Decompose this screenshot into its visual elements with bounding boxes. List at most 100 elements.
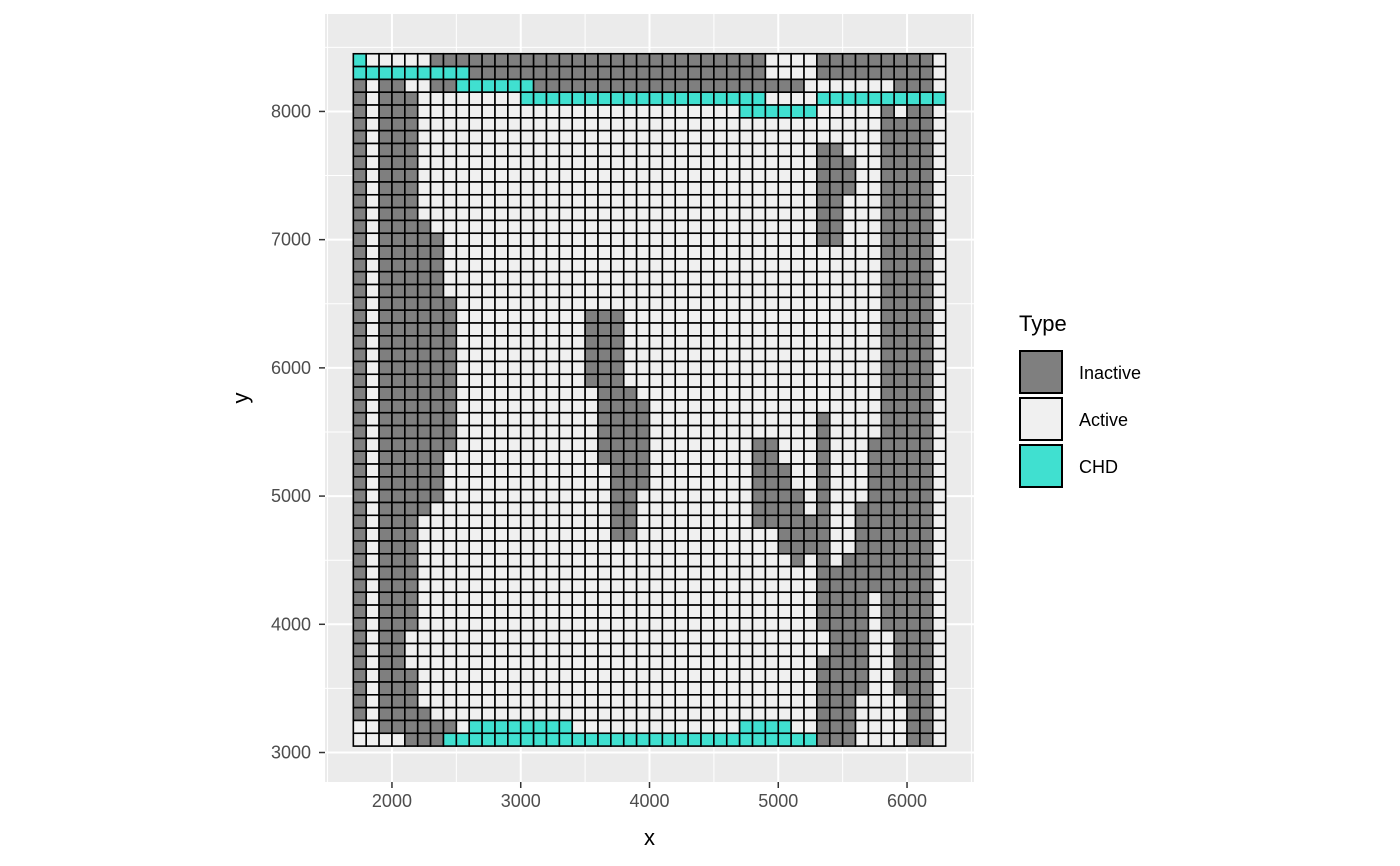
cell-inactive (828, 681, 844, 696)
cell-inactive (352, 258, 368, 273)
cell-active (442, 488, 458, 504)
cell-active (519, 488, 535, 504)
cell-active (751, 117, 767, 132)
cell-chd (442, 65, 458, 81)
cell-inactive (416, 719, 432, 735)
cell-active (700, 399, 715, 414)
cell-active (674, 296, 689, 311)
cell-active (545, 117, 561, 132)
cell-active (545, 540, 561, 555)
cell-active (494, 245, 509, 260)
cell-inactive (816, 719, 831, 735)
cell-inactive (404, 142, 419, 158)
cell-active (494, 476, 509, 491)
cell-inactive (391, 245, 406, 260)
cell-active (713, 488, 728, 504)
cell-inactive (378, 309, 393, 324)
cell-inactive (352, 91, 368, 106)
cell-active (816, 258, 831, 273)
cell-active (558, 604, 574, 619)
cell-active (738, 283, 754, 299)
cell-inactive (816, 450, 831, 465)
cell-active (532, 450, 548, 465)
cell-active (442, 206, 458, 222)
cell-active (571, 258, 586, 273)
cell-inactive (404, 91, 419, 106)
cell-active (674, 411, 689, 427)
cell-inactive (893, 399, 908, 414)
cell-active (571, 681, 586, 696)
cell-active (700, 694, 715, 709)
cell-active (468, 642, 483, 658)
cell-active (725, 719, 741, 735)
cell-active (854, 142, 870, 158)
cell-active (545, 668, 561, 683)
cell-active (867, 258, 883, 273)
cell-chd (571, 91, 586, 106)
cell-inactive (352, 322, 368, 337)
cell-inactive (790, 552, 805, 568)
cell-chd (519, 78, 535, 94)
cell-active (764, 373, 780, 388)
cell-active (713, 591, 728, 606)
cell-active (545, 360, 561, 376)
cell-inactive (893, 668, 908, 683)
cell-active (365, 514, 380, 529)
cell-active (455, 411, 471, 427)
cell-active (931, 245, 947, 260)
cell-active (790, 373, 805, 388)
cell-active (416, 193, 432, 209)
cell-active (416, 155, 432, 170)
cell-active (738, 193, 754, 209)
cell-active (532, 373, 548, 388)
cell-active (648, 386, 664, 401)
cell-inactive (391, 360, 406, 376)
cell-chd (738, 719, 754, 735)
cell-active (803, 181, 818, 196)
cell-active (777, 335, 792, 350)
cell-active (622, 270, 638, 286)
cell-active (519, 642, 535, 658)
cell-inactive (777, 514, 792, 529)
cell-active (687, 193, 702, 209)
cell-active (713, 168, 728, 183)
cell-active (713, 181, 728, 196)
cell-inactive (378, 655, 393, 670)
cell-active (507, 168, 522, 183)
cell-active (738, 694, 754, 709)
cell-active (455, 514, 471, 529)
cell-active (622, 296, 638, 311)
cell-inactive (391, 437, 406, 453)
cell-active (828, 476, 844, 491)
cell-active (622, 219, 638, 235)
cell-inactive (893, 309, 908, 324)
cell-chd (468, 78, 483, 94)
cell-active (622, 142, 638, 158)
legend-label-active: Active (1079, 410, 1128, 430)
cell-active (416, 591, 432, 606)
cell-active (700, 270, 715, 286)
cell-active (507, 540, 522, 555)
cell-active (610, 552, 625, 568)
cell-active (597, 245, 612, 260)
cell-inactive (429, 296, 445, 311)
cell-active (661, 591, 677, 606)
cell-inactive (352, 386, 368, 401)
cell-active (622, 155, 638, 170)
cell-active (519, 501, 535, 517)
cell-active (519, 437, 535, 453)
y-tick-label: 8000 (271, 101, 311, 121)
cell-active (378, 732, 393, 747)
cell-active (687, 373, 702, 388)
cell-inactive (880, 578, 895, 594)
cell-active (416, 617, 432, 632)
cell-active (507, 565, 522, 581)
cell-active (803, 52, 818, 68)
cell-inactive (352, 219, 368, 235)
cell-active (571, 117, 586, 132)
cell-active (365, 655, 380, 670)
cell-active (931, 373, 947, 388)
cell-active (803, 65, 818, 81)
cell-active (455, 360, 471, 376)
cell-active (558, 540, 574, 555)
